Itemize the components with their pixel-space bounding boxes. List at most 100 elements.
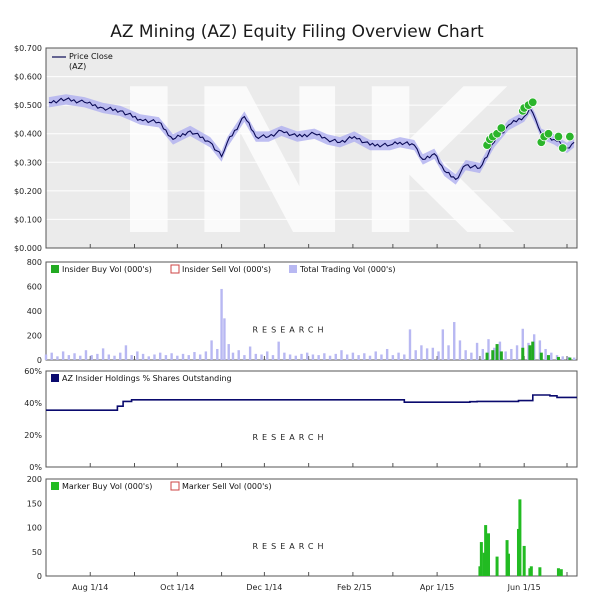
trading-vol-bar-37: [248, 346, 252, 360]
trading-vol-bar-20: [158, 352, 162, 360]
holdings-swatch: [51, 374, 59, 382]
trading-vol-bar-49: [317, 355, 320, 360]
chart-underlay: INK RESEARCH RESEARCH RESEARCH: [46, 47, 577, 551]
trading-vol-bar-8: [90, 355, 93, 360]
trading-vol-bar-60: [380, 354, 383, 360]
watermark-subtext: RESEARCH: [253, 326, 328, 335]
marker-buy-bar-7: [506, 553, 510, 576]
trading-vol-bar-15: [130, 355, 133, 360]
trading-vol-bar-59: [374, 351, 377, 360]
y-tick-label-3-3: 50: [32, 548, 42, 557]
trading-vol-bar-68: [425, 348, 429, 360]
trading-vol-bar-92: [561, 356, 564, 360]
trading-vol-bar-48: [311, 354, 315, 360]
trading-vol-bar-85: [521, 328, 524, 360]
y-tick-label-2-2: 20%: [24, 431, 42, 440]
insider-buy-legend-label: Insider Buy Vol (000's): [62, 265, 152, 274]
marker-buy-bar-10: [522, 545, 526, 576]
trading-vol-bar-19: [153, 354, 156, 360]
trading-vol-bar-63: [397, 352, 400, 360]
trading-vol-bar-77: [475, 342, 479, 360]
price-legend-ticker: (AZ): [69, 62, 86, 71]
trading-vol-bar-17: [141, 353, 145, 360]
insider-buy-bar-7: [539, 352, 543, 360]
trading-vol-bar-62: [391, 355, 395, 360]
price-legend: Price Close (AZ): [52, 52, 113, 71]
trading-vol-bar-0: [44, 354, 48, 360]
filing-marker-13: [558, 143, 568, 153]
trading-vol-bar-57: [363, 353, 366, 360]
y-tick-label-2-0: 60%: [24, 367, 42, 376]
trading-vol-bar-7: [84, 350, 88, 360]
trading-vol-bar-30: [216, 348, 219, 360]
trading-vol-bar-21: [164, 355, 168, 360]
y-tick-label-3-2: 100: [27, 524, 42, 533]
trading-vol-bar-78: [481, 348, 484, 360]
trading-vol-bar-47: [306, 352, 309, 360]
y-tick-label-1-0: 800: [27, 258, 42, 267]
insider-sell-swatch: [170, 264, 180, 274]
y-tick-label-3-0: 200: [27, 475, 42, 484]
trading-vol-bar-29: [210, 340, 213, 360]
y-tick-label-1-2: 400: [27, 307, 42, 316]
insider-buy-bar-8: [546, 355, 550, 360]
insider-buy-swatch: [51, 265, 59, 273]
trading-vol-bar-5: [73, 353, 76, 360]
marker-buy-bar-12: [529, 566, 533, 576]
trading-vol-bar-2: [56, 356, 59, 360]
trading-vol-bar-89: [544, 348, 547, 360]
trading-vol-bar-39: [260, 354, 263, 360]
trading-vol-bar-45: [294, 355, 297, 360]
volume-legend: Insider Buy Vol (000's) Insider Sell Vol…: [51, 264, 396, 274]
trading-vol-bar-79: [487, 339, 490, 360]
marker-buy-bar-15: [559, 569, 563, 576]
y-tick-label-1-4: 0: [37, 356, 42, 365]
marker-buy-legend-label: Marker Buy Vol (000's): [62, 482, 152, 491]
volume-panel-frame: [45, 261, 578, 361]
price-legend-label: Price Close: [69, 52, 113, 61]
marker-buy-bar-4: [487, 533, 490, 576]
holdings-legend: AZ Insider Holdings % Shares Outstanding: [51, 374, 232, 383]
trading-vol-bar-67: [420, 345, 423, 360]
y-tick-label-0-1: $0.600: [14, 73, 42, 82]
holdings-legend-label: AZ Insider Holdings % Shares Outstanding: [62, 374, 232, 383]
trading-vol-bar-12: [113, 355, 116, 360]
trading-vol-bar-64: [403, 354, 406, 360]
filing-marker-12: [553, 131, 564, 142]
trading-vol-bar-28: [204, 351, 208, 360]
trading-vol-bar-32: [223, 318, 226, 360]
x-tick-label-4: Apr 1/15: [420, 583, 454, 592]
y-tick-label-0-7: $0.000: [14, 244, 42, 253]
y-tick-label-0-4: $0.300: [14, 158, 42, 167]
trading-vol-bar-38: [254, 353, 258, 360]
marker-buy-bar-5: [495, 556, 499, 576]
filing-marker-4: [496, 123, 507, 133]
trading-vol-bar-51: [328, 355, 332, 360]
trading-vol-bar-25: [187, 355, 190, 360]
y-tick-label-0-2: $0.500: [14, 101, 42, 110]
y-tick-label-3-1: 150: [27, 499, 42, 508]
trading-vol-bar-43: [283, 352, 286, 360]
trading-vol-bar-58: [368, 355, 372, 360]
trading-vol-bar-55: [351, 352, 355, 360]
trading-vol-bar-18: [147, 356, 150, 360]
y-tick-label-0-6: $0.100: [14, 215, 42, 224]
trading-vol-bar-33: [227, 344, 230, 360]
trading-vol-bar-72: [447, 345, 450, 360]
x-tick-label-5: Jun 1/15: [507, 583, 541, 592]
marker-buy-swatch: [51, 482, 59, 490]
trading-vol-bar-9: [96, 353, 99, 360]
trading-vol-bar-70: [437, 351, 440, 360]
trading-vol-bar-44: [288, 354, 292, 360]
trading-vol-bar-40: [266, 351, 269, 360]
y-tick-label-1-3: 200: [27, 332, 42, 341]
trading-vol-bar-16: [136, 351, 139, 360]
trading-vol-bar-71: [441, 329, 445, 360]
trading-vol-bar-73: [453, 322, 456, 360]
y-tick-label-3-4: 0: [37, 572, 42, 581]
marker-legend: Marker Buy Vol (000's) Marker Sell Vol (…: [51, 481, 272, 491]
trading-vol-bar-22: [170, 353, 173, 360]
trading-vol-bar-35: [237, 350, 240, 360]
trading-vol-bar-66: [414, 350, 417, 360]
